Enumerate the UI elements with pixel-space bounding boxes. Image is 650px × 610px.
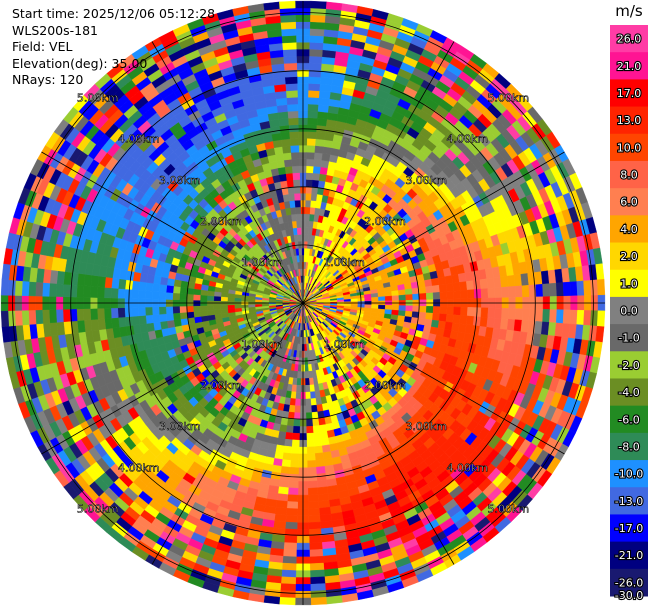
start-time: Start time: 2025/12/06 05:12:28 <box>12 6 216 21</box>
instrument-name: WLS200s-181 <box>12 22 98 38</box>
header-info: Start time: 2025/12/06 05:12:28 WLS200s-… <box>12 6 215 89</box>
elevation: Elevation(deg): 35.00 <box>12 55 148 71</box>
field-name: Field: VEL <box>12 39 73 54</box>
velocity-gates <box>0 0 606 606</box>
nrays: NRays: 120 <box>12 72 84 87</box>
